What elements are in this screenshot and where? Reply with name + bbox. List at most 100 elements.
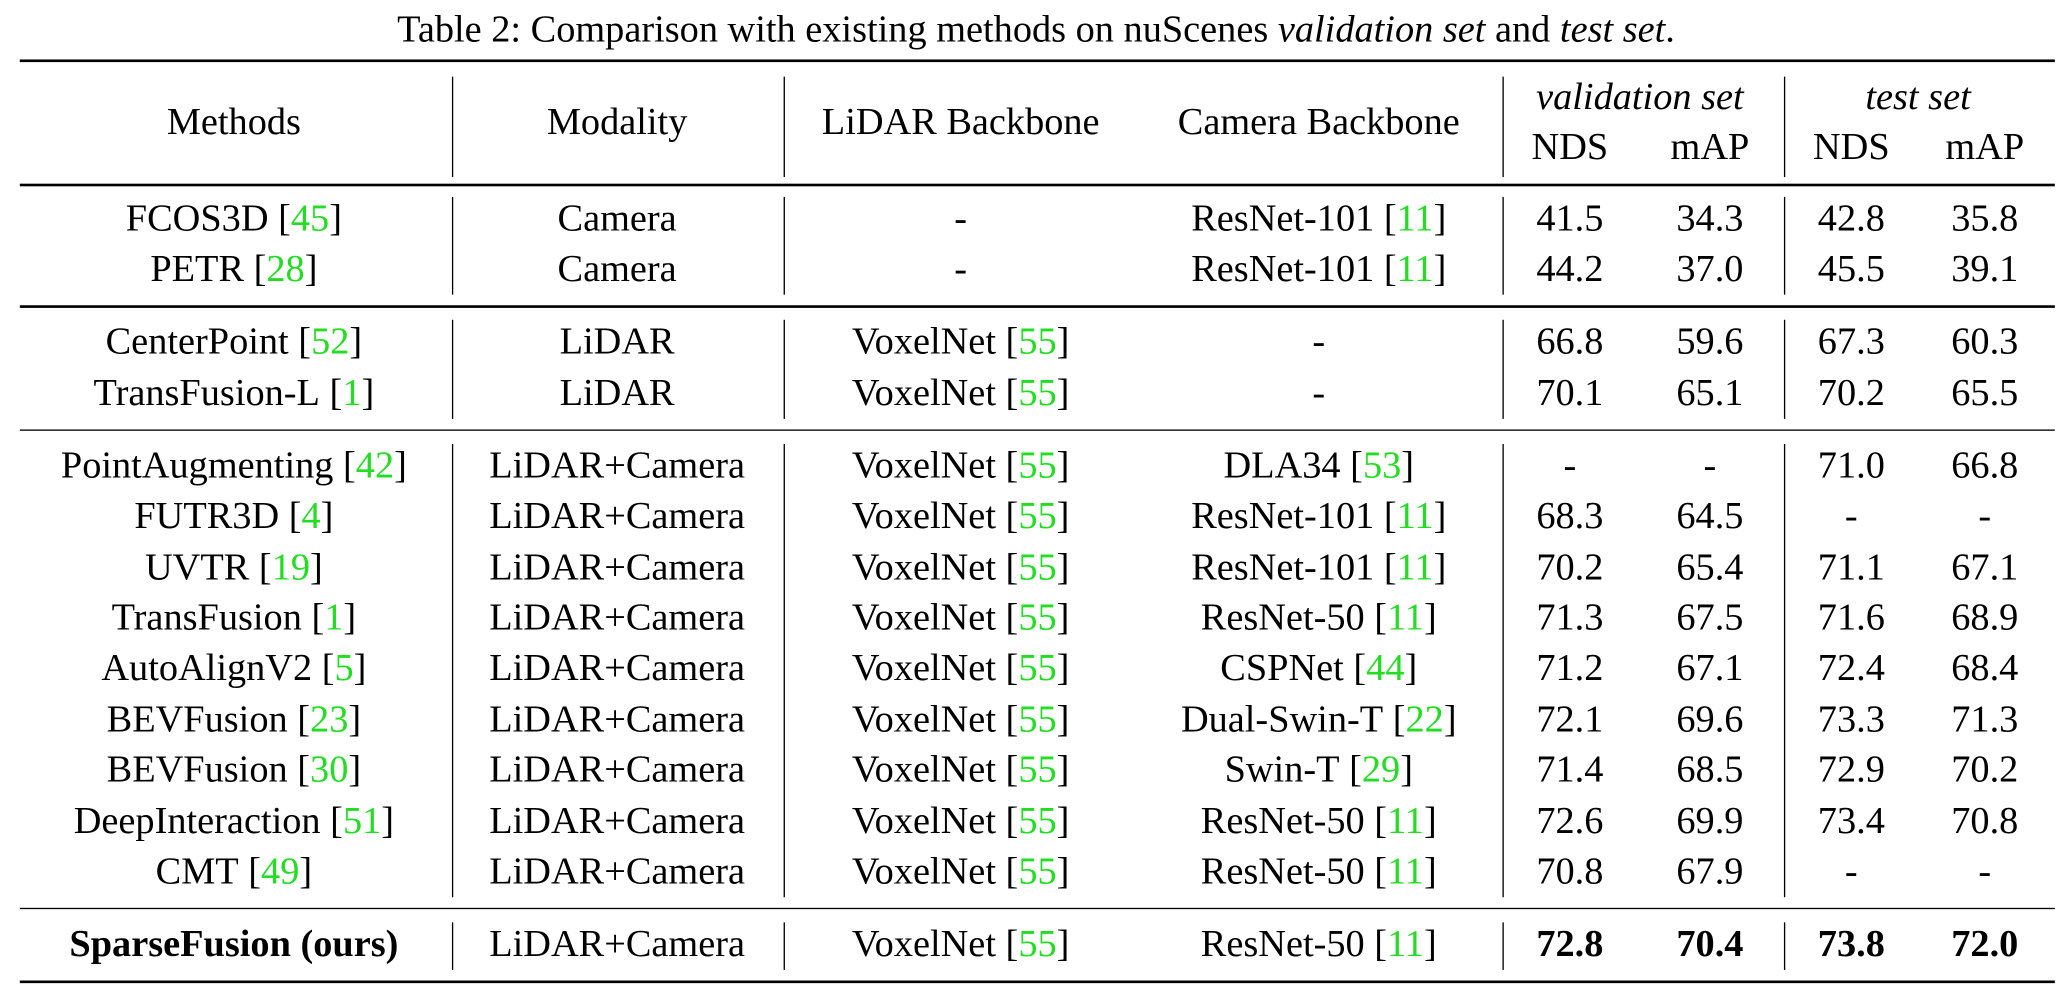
rule <box>19 428 2055 431</box>
score: - <box>1844 495 1858 538</box>
modality: LiDAR+Camera <box>489 748 745 792</box>
caption-part: test set <box>1559 8 1666 51</box>
score: 59.6 <box>1676 320 1744 364</box>
method-name: BEVFusion <box>106 748 288 792</box>
modality: Camera <box>557 197 677 240</box>
score: 67.1 <box>1676 647 1744 690</box>
column-separator <box>1502 76 1505 178</box>
lidar-backbone-name: VoxelNet <box>851 444 996 487</box>
header: NDS <box>1812 126 1890 169</box>
citation: 11 <box>1384 495 1446 537</box>
method: BEVFusion 30 <box>106 748 361 792</box>
method-name: AutoAlignV2 <box>101 647 313 690</box>
rule <box>19 980 2055 984</box>
modality: LiDAR+Camera <box>489 444 745 487</box>
column-separator <box>451 76 454 178</box>
citation: 51 <box>330 800 394 842</box>
citation: 55 <box>1006 923 1070 965</box>
lidar-backbone: VoxelNet 55 <box>851 545 1070 589</box>
lidar-backbone: - <box>954 250 967 289</box>
citation: 55 <box>1006 444 1070 486</box>
citation: 22 <box>1393 698 1457 740</box>
camera-backbone: - <box>1312 323 1325 362</box>
citation: 55 <box>1006 800 1070 842</box>
lidar-backbone-name: VoxelNet <box>851 799 996 842</box>
camera-backbone: DLA34 53 <box>1223 444 1415 487</box>
citation: 23 <box>297 698 361 740</box>
score: 71.0 <box>1817 444 1885 487</box>
score: 41.5 <box>1536 197 1604 240</box>
citation: 44 <box>1353 647 1417 689</box>
lidar-backbone: VoxelNet 55 <box>852 647 1070 689</box>
method: UVTR 19 <box>145 546 323 588</box>
camera-backbone-name: ResNet-101 <box>1191 495 1375 538</box>
camera-backbone-name: CSPNet <box>1220 647 1344 690</box>
modality: LiDAR+Camera <box>489 647 745 690</box>
camera-backbone: ResNet-101 11 <box>1191 545 1446 589</box>
column-separator <box>1783 922 1786 970</box>
score: 72.6 <box>1536 799 1604 842</box>
score: 34.3 <box>1676 197 1744 240</box>
lidar-backbone-name: VoxelNet <box>851 748 996 792</box>
method: DeepInteraction 51 <box>73 799 394 842</box>
camera-backbone: ResNet-101 11 <box>1191 248 1446 291</box>
method-name: TransFusion <box>111 596 302 639</box>
lidar-backbone-name: VoxelNet <box>851 495 996 538</box>
camera-backbone-name: ResNet-101 <box>1191 197 1375 240</box>
score: 65.1 <box>1676 371 1744 414</box>
column-separator <box>783 922 786 970</box>
score: 60.3 <box>1951 320 2019 364</box>
header: LiDAR Backbone <box>821 101 1100 144</box>
camera-backbone: ResNet-101 11 <box>1191 495 1446 538</box>
score: 68.5 <box>1676 748 1744 792</box>
method: PointAugmenting 42 <box>61 444 407 486</box>
modality: LiDAR+Camera <box>489 545 745 589</box>
lidar-backbone-name: VoxelNet <box>851 596 996 639</box>
citation: 55 <box>1006 597 1070 639</box>
method: AutoAlignV2 5 <box>101 647 366 690</box>
lidar-backbone: VoxelNet 55 <box>852 850 1070 892</box>
lidar-backbone: VoxelNet 55 <box>852 923 1070 965</box>
modality: LiDAR+Camera <box>489 698 745 741</box>
score: - <box>1703 444 1717 487</box>
lidar-backbone: VoxelNet 55 <box>851 748 1070 792</box>
score: 73.8 <box>1817 923 1885 966</box>
column-separator <box>783 76 786 178</box>
score: 65.4 <box>1676 545 1744 589</box>
camera-backbone: ResNet-50 11 <box>1201 800 1437 842</box>
score: 71.6 <box>1817 596 1885 639</box>
score: 70.4 <box>1676 923 1744 966</box>
citation: 55 <box>1006 495 1070 537</box>
score: 72.4 <box>1817 647 1885 690</box>
citation: 1 <box>330 372 375 414</box>
citation: 19 <box>259 546 323 588</box>
lidar-backbone: VoxelNet 55 <box>852 698 1070 740</box>
method: TransFusion-L 1 <box>94 372 375 414</box>
caption-part: . <box>1665 8 1675 51</box>
score: 71.3 <box>1951 698 2019 741</box>
column-separator <box>451 196 454 296</box>
camera-backbone-name: DLA34 <box>1223 444 1341 487</box>
citation: 55 <box>1006 850 1070 892</box>
camera-backbone: Dual-Swin-T 22 <box>1181 698 1457 740</box>
score: 45.5 <box>1817 248 1885 291</box>
caption: Table 2: Comparison with existing method… <box>397 11 1675 49</box>
column-separator <box>1502 320 1505 419</box>
score: 67.3 <box>1817 320 1885 364</box>
score: 71.4 <box>1536 748 1604 792</box>
score: 71.2 <box>1536 647 1604 690</box>
camera-backbone-name: ResNet-101 <box>1191 248 1375 291</box>
method-name: BEVFusion <box>106 698 288 741</box>
lidar-backbone-name: VoxelNet <box>851 545 996 589</box>
camera-backbone: - <box>1312 374 1325 412</box>
citation: 11 <box>1374 923 1436 965</box>
citation: 28 <box>254 248 318 290</box>
method: SparseFusion (ours) <box>69 925 398 964</box>
citation: 45 <box>278 198 342 240</box>
score: 67.9 <box>1676 850 1744 893</box>
citation: 55 <box>1006 321 1070 363</box>
camera-backbone-name: ResNet-101 <box>1191 545 1375 589</box>
method-name: DeepInteraction <box>73 799 321 842</box>
score: 66.8 <box>1951 444 2019 487</box>
